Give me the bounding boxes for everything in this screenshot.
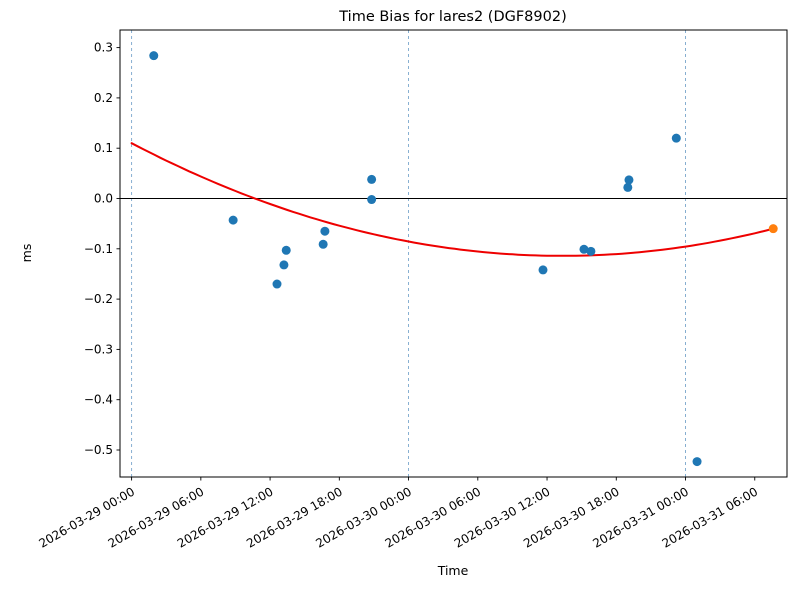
data-point — [228, 215, 238, 225]
data-point — [624, 175, 634, 185]
y-tick-label: −0.1 — [84, 242, 113, 256]
y-tick-label: 0.3 — [94, 41, 113, 55]
data-point — [671, 133, 681, 143]
highlight-point — [768, 224, 778, 234]
y-tick-label: 0.2 — [94, 91, 113, 105]
chart-title: Time Bias for lares2 (DGF8902) — [338, 9, 567, 25]
data-point — [367, 195, 377, 205]
data-point — [149, 51, 159, 61]
y-tick-label: −0.4 — [84, 393, 113, 407]
data-point — [272, 279, 282, 289]
data-point — [586, 246, 596, 256]
day-boundary-lines — [131, 30, 686, 477]
data-point — [579, 244, 589, 254]
y-axis-label: ms — [19, 244, 34, 263]
data-point — [318, 239, 328, 249]
data-points-group — [149, 51, 778, 467]
y-tick-label: −0.5 — [84, 443, 113, 457]
data-point — [692, 457, 702, 467]
x-axis-label: Time — [437, 563, 469, 578]
plot-area-border — [119, 29, 788, 478]
fit-curve — [130, 142, 774, 257]
y-tick-label: −0.2 — [84, 292, 113, 306]
data-point — [320, 226, 330, 236]
data-point — [623, 182, 633, 192]
data-point — [538, 265, 548, 275]
y-tick-label: −0.3 — [84, 342, 113, 356]
fit-curve-group — [130, 142, 774, 257]
y-tick-label: 0.1 — [94, 141, 113, 155]
data-point — [367, 174, 377, 184]
data-point — [279, 260, 289, 270]
y-tick-label: 0.0 — [94, 192, 113, 206]
data-point — [281, 245, 291, 255]
y-axis-ticks: 0.3 0.2 0.1 0.0 −0.1 −0.2 −0.3 −0.4 −0.5 — [84, 41, 120, 457]
